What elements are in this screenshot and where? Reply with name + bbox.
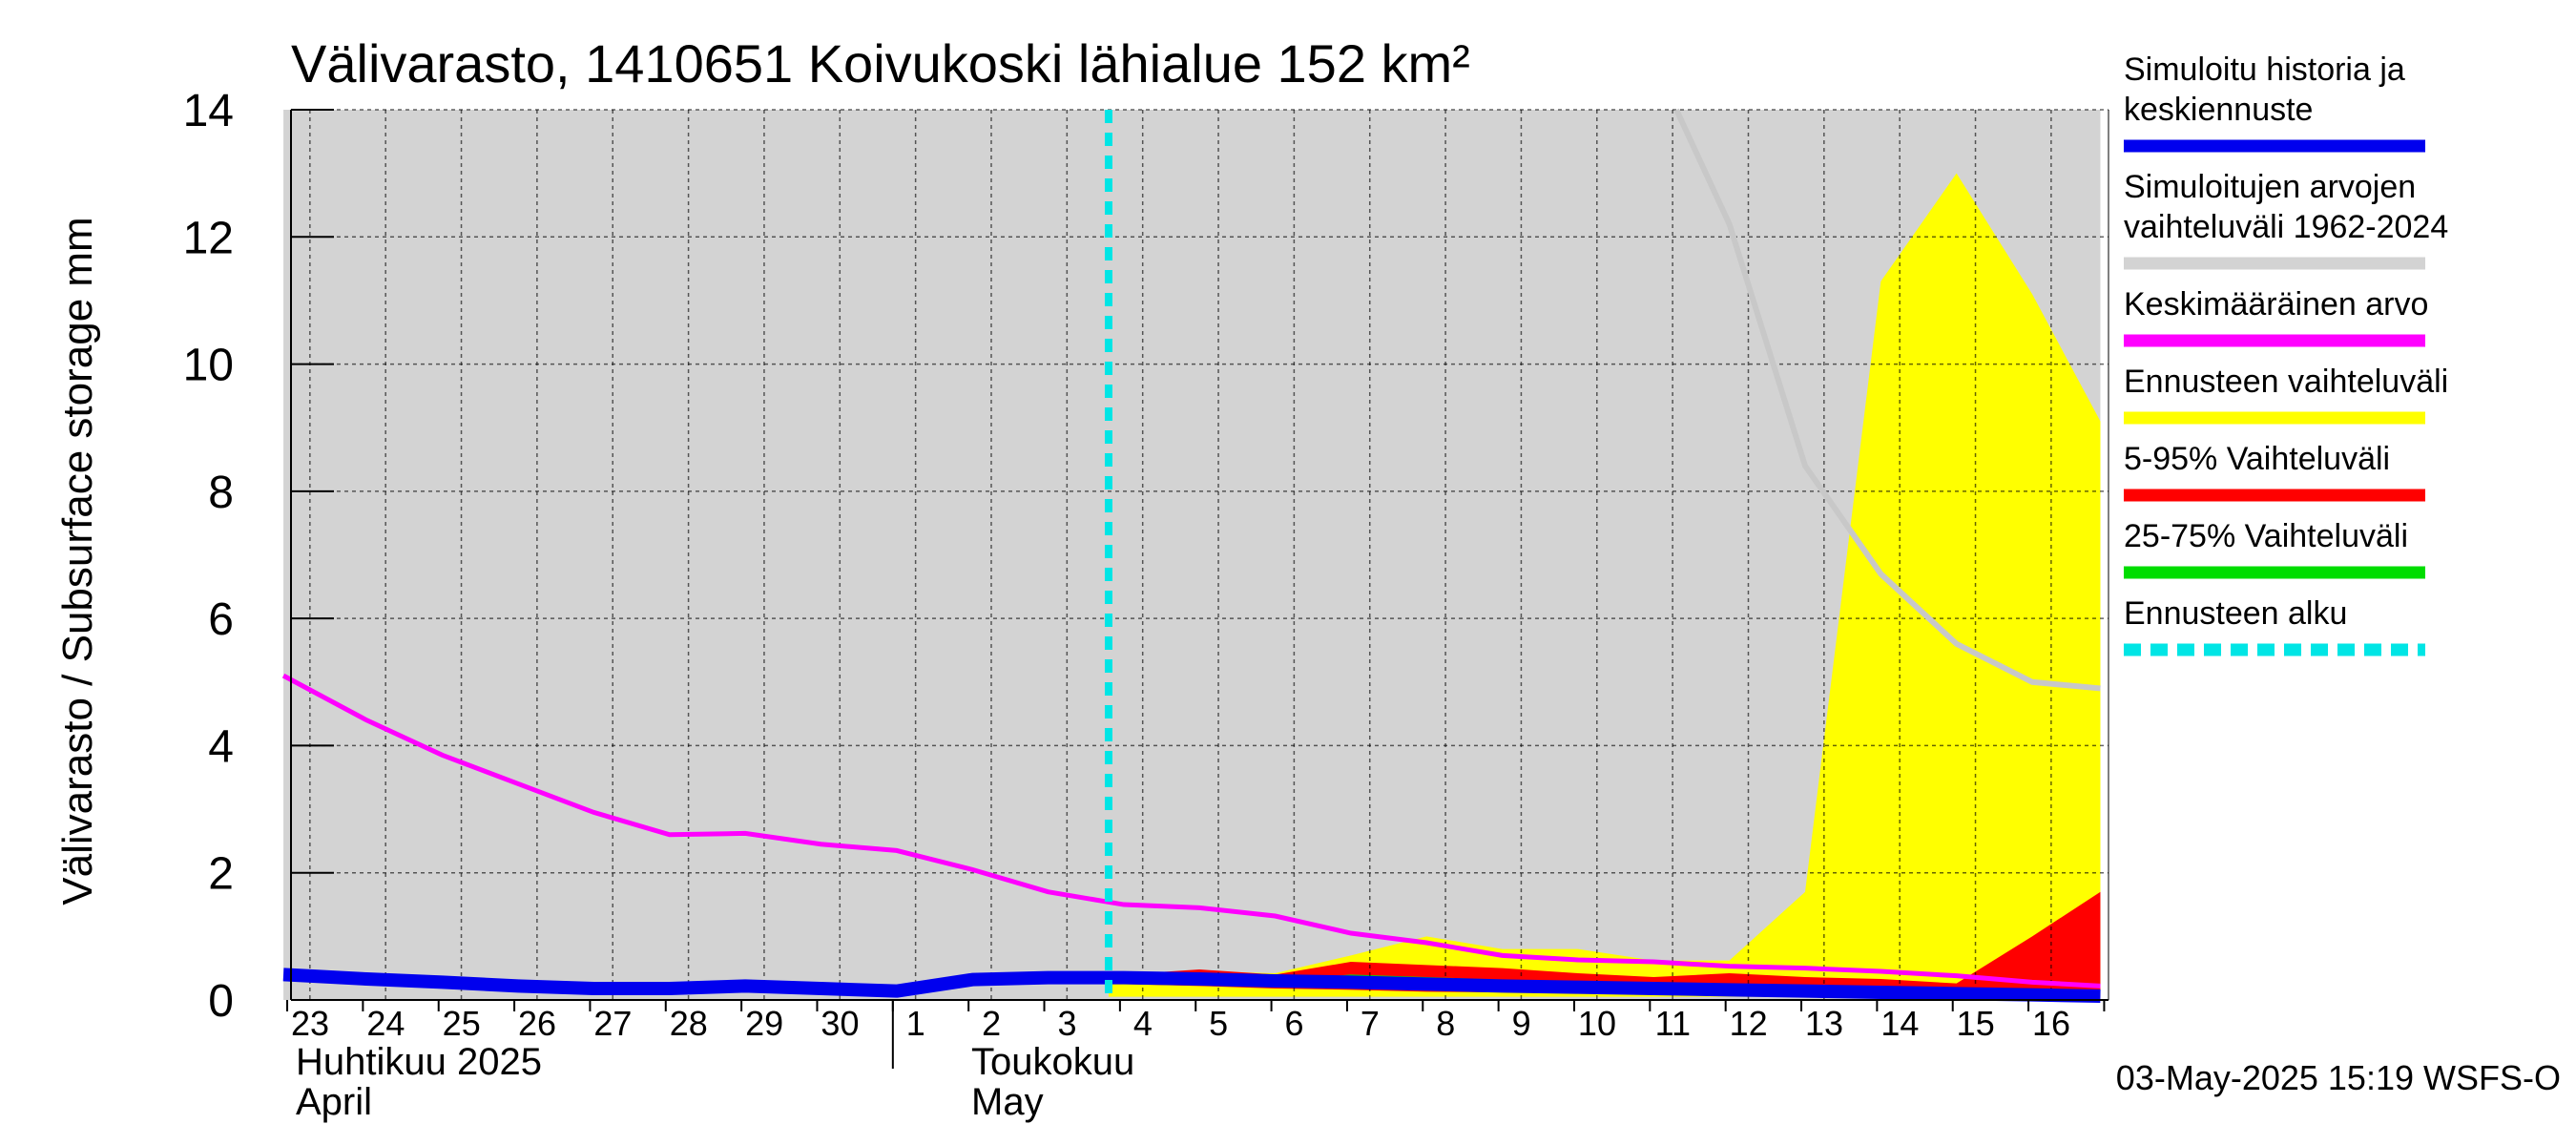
x-tick-label: 7: [1361, 1004, 1380, 1043]
x-tick-label: 16: [2032, 1004, 2070, 1043]
y-tick-label: 6: [208, 594, 234, 645]
x-tick-label: 23: [291, 1004, 329, 1043]
x-tick-label: 6: [1285, 1004, 1304, 1043]
y-tick-label: 8: [208, 468, 234, 518]
month-label-fi: Toukokuu: [971, 1041, 1134, 1083]
historical-range-tail-line: [1673, 108, 2101, 692]
plot-lines: [281, 108, 2101, 1004]
x-tick-label: 9: [1512, 1004, 1531, 1043]
x-tick-label: 15: [1957, 1004, 1995, 1043]
x-tick-label: 1: [906, 1004, 925, 1043]
x-tick-label: 26: [518, 1004, 556, 1043]
y-tick-label: 2: [208, 849, 234, 900]
x-tick-label: 29: [745, 1004, 783, 1043]
y-tick-label: 14: [183, 86, 234, 136]
x-tick-label: 30: [821, 1004, 859, 1043]
month-label-en: April: [296, 1081, 372, 1123]
legend-label: keskiennuste: [2124, 92, 2313, 128]
x-tick-label: 8: [1436, 1004, 1455, 1043]
legend-label: vaihteluväli 1962-2024: [2124, 209, 2448, 245]
month-label-en: May: [971, 1081, 1044, 1123]
x-tick-label: 28: [670, 1004, 708, 1043]
x-tick-label: 10: [1578, 1004, 1616, 1043]
x-tick-label: 27: [593, 1004, 632, 1043]
legend-label: Simuloitu historia ja: [2124, 52, 2405, 88]
x-tick-label: 11: [1655, 1004, 1691, 1043]
plot-grid: [291, 109, 2109, 1001]
y-axis-label: Välivarasto / Subsurface storage mm: [54, 217, 101, 905]
legend-label: Keskimääräinen arvo: [2124, 286, 2428, 323]
y-tick-label: 12: [183, 213, 234, 263]
y-tick-label: 10: [183, 341, 234, 391]
legend-label: 25-75% Vaihteluväli: [2124, 518, 2408, 554]
footer-timestamp: 03-May-2025 15:19 WSFS-O: [2116, 1058, 2561, 1097]
x-tick-label: 4: [1133, 1004, 1153, 1043]
x-tick-label: 2: [982, 1004, 1001, 1043]
x-tick-label: 14: [1880, 1004, 1919, 1043]
legend-label: 5-95% Vaihteluväli: [2124, 441, 2390, 477]
p5-p95-band: [1108, 891, 2101, 997]
y-tick-label: 0: [208, 976, 234, 1027]
month-label-fi: Huhtikuu 2025: [296, 1041, 542, 1083]
plot-fills: [283, 110, 2101, 1000]
legend: Simuloitu historia ja keskiennuste Simuloi…: [2124, 52, 2448, 656]
mean-line: [281, 673, 2101, 989]
simulated-median-line: [282, 968, 2101, 1004]
x-tick-label: 13: [1805, 1004, 1843, 1043]
forecast-range-band: [1108, 173, 2101, 997]
x-tick-label: 25: [443, 1004, 481, 1043]
legend-label: Ennusteen vaihteluväli: [2124, 364, 2448, 400]
y-tick-label: 4: [208, 721, 234, 772]
legend-label: Simuloitujen arvojen: [2124, 169, 2416, 205]
x-tick-label: 5: [1209, 1004, 1228, 1043]
x-tick-label: 3: [1057, 1004, 1076, 1043]
x-tick-label: 24: [366, 1004, 405, 1043]
legend-label: Ennusteen alku: [2124, 595, 2347, 632]
x-tick-label: 12: [1730, 1004, 1768, 1043]
historical-range-band: [283, 110, 2101, 1000]
chart-title: Välivarasto, 1410651 Koivukoski lähialue…: [291, 33, 1470, 94]
